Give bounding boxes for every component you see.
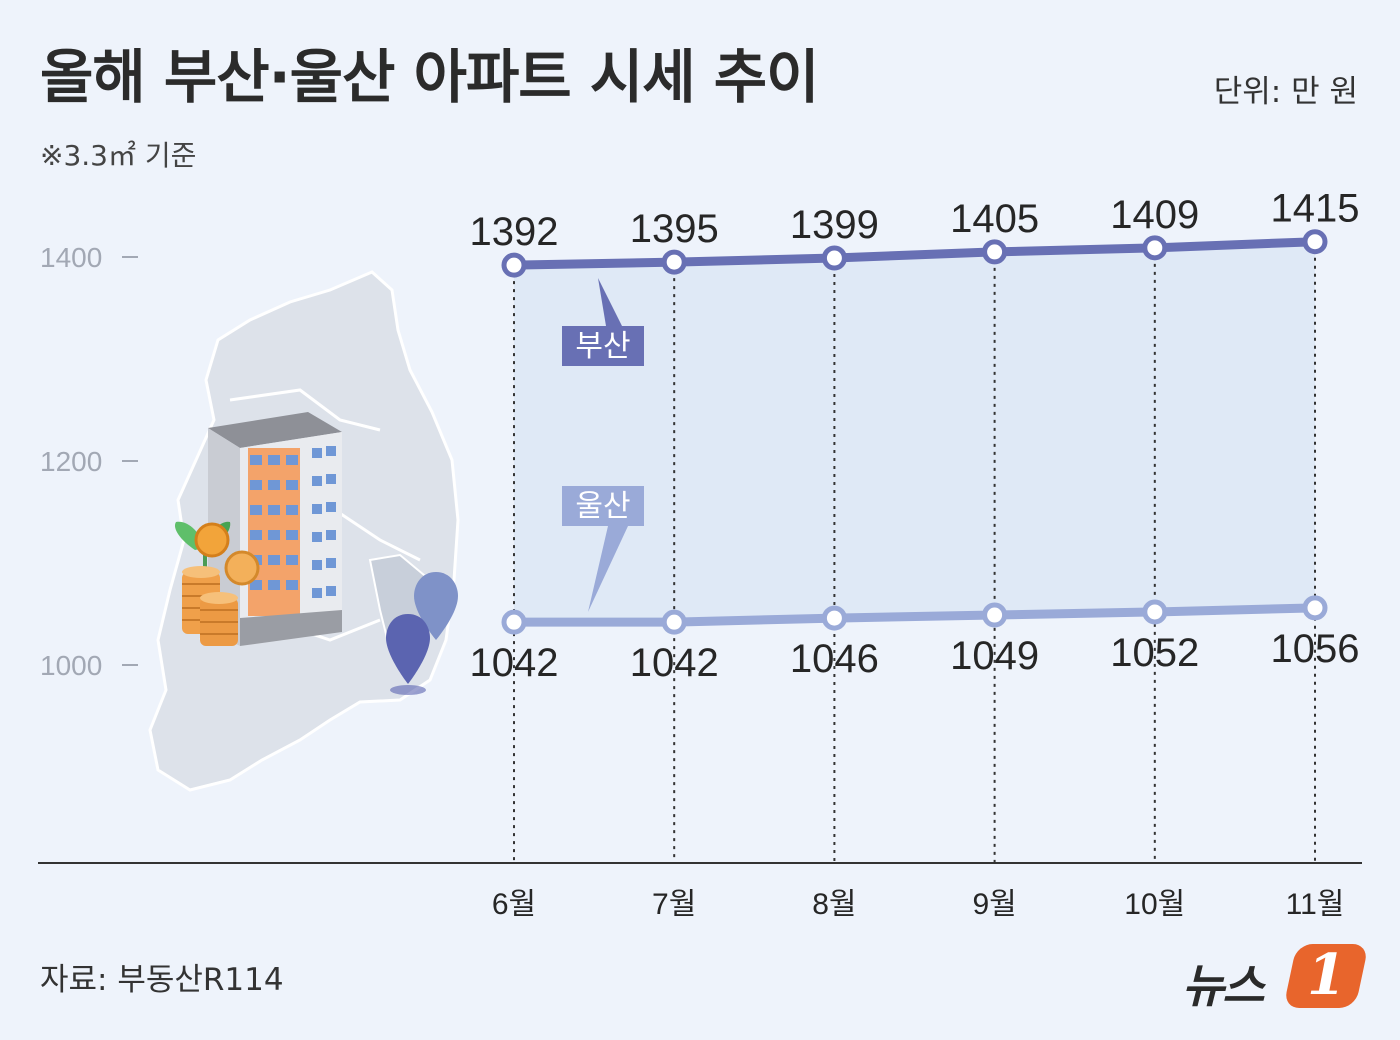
unit-label: 단위: 만 원 [1213, 74, 1358, 110]
value-label-ulsan: 1042 [630, 641, 719, 685]
chart-title: 올해 부산·울산 아파트 시세 추이 [40, 43, 819, 111]
value-label-busan: 1405 [950, 197, 1039, 241]
value-label-ulsan: 1052 [1110, 631, 1199, 675]
location-pin-icon [386, 572, 458, 695]
area-note: ※3.3㎡ 기준 [40, 139, 197, 172]
series-line-busan [513, 237, 1316, 270]
point-busan [821, 245, 847, 271]
value-label-busan: 1409 [1110, 193, 1199, 237]
point-busan [982, 239, 1008, 265]
busan-callout-pointer [598, 278, 622, 326]
ulsan-callout-pointer [588, 526, 628, 612]
logo-number: 1 [1307, 942, 1346, 1008]
point-ulsan [501, 609, 527, 635]
value-label-busan: 1399 [790, 203, 879, 247]
point-ulsan [821, 605, 847, 631]
value-label-ulsan: 1046 [790, 637, 879, 681]
value-label-busan: 1395 [630, 207, 719, 251]
busan-callout-box [562, 326, 644, 366]
value-label-ulsan: 1056 [1271, 627, 1360, 671]
x-tick-label: 11월 [1286, 888, 1345, 921]
range-area [514, 241, 1315, 623]
series-label-busan: 부산 [575, 329, 630, 364]
value-label-busan: 1415 [1271, 187, 1360, 231]
point-ulsan [661, 609, 687, 635]
point-busan [1302, 229, 1328, 255]
point-ulsan [982, 602, 1008, 628]
point-ulsan [1302, 595, 1328, 621]
x-tick-label: 9월 [972, 888, 1016, 921]
y-tick-label: 1200 [40, 446, 102, 477]
y-tick-label: 1400 [40, 242, 102, 273]
point-busan [1142, 235, 1168, 261]
x-tick-label: 7월 [652, 888, 696, 921]
news1-logo: 뉴스 1 [1182, 942, 1369, 1013]
source-note: 자료: 부동산R114 [40, 962, 284, 998]
value-label-busan: 1392 [470, 210, 559, 254]
y-tick-label: 1000 [40, 650, 102, 681]
point-busan [661, 249, 687, 275]
logo-text: 뉴스 [1182, 959, 1265, 1013]
x-tick-label: 10월 [1124, 888, 1185, 921]
point-ulsan [1142, 599, 1168, 625]
value-label-ulsan: 1042 [470, 641, 559, 685]
x-tick-label: 8월 [812, 888, 856, 921]
point-busan [501, 252, 527, 278]
x-tick-label: 6월 [492, 888, 536, 921]
coins-icon [174, 521, 260, 646]
value-label-ulsan: 1049 [950, 634, 1039, 678]
series-label-ulsan: 울산 [575, 489, 630, 524]
series-line-ulsan [514, 603, 1316, 627]
ulsan-callout-box [562, 486, 644, 526]
